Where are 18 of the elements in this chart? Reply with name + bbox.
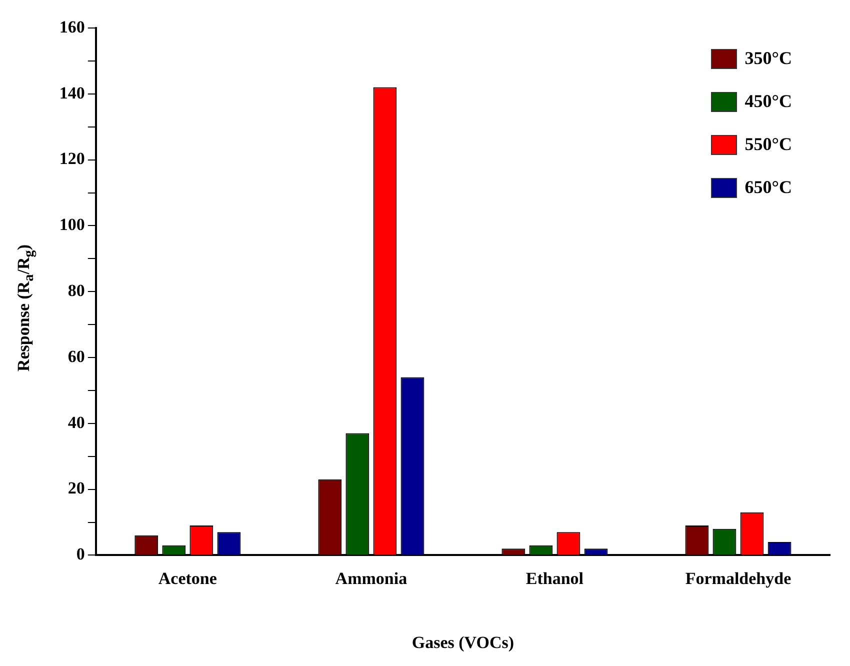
x-tick-label: Ammonia (335, 568, 408, 588)
y-tick-label: 140 (59, 83, 85, 102)
y-tick-label: 100 (59, 215, 85, 234)
legend-label: 350°C (744, 48, 792, 69)
y-tick-label: 120 (59, 149, 85, 168)
y-tick-label: 80 (68, 280, 85, 300)
x-tick-label: Formaldehyde (685, 568, 792, 588)
y-tick-label: 0 (76, 544, 85, 564)
y-tick-label: 40 (68, 412, 85, 432)
legend-label: 450°C (744, 91, 792, 112)
y-tick-label: 160 (59, 17, 85, 36)
y-tick-label: 20 (68, 478, 85, 498)
y-tick-label: 60 (68, 346, 85, 366)
legend-label: 650°C (744, 177, 792, 198)
legend-label: 550°C (744, 134, 792, 155)
x-axis-title: Gases (VOCs) (412, 633, 514, 652)
x-tick-label: Acetone (158, 568, 218, 588)
x-tick-label: Ethanol (526, 568, 584, 588)
